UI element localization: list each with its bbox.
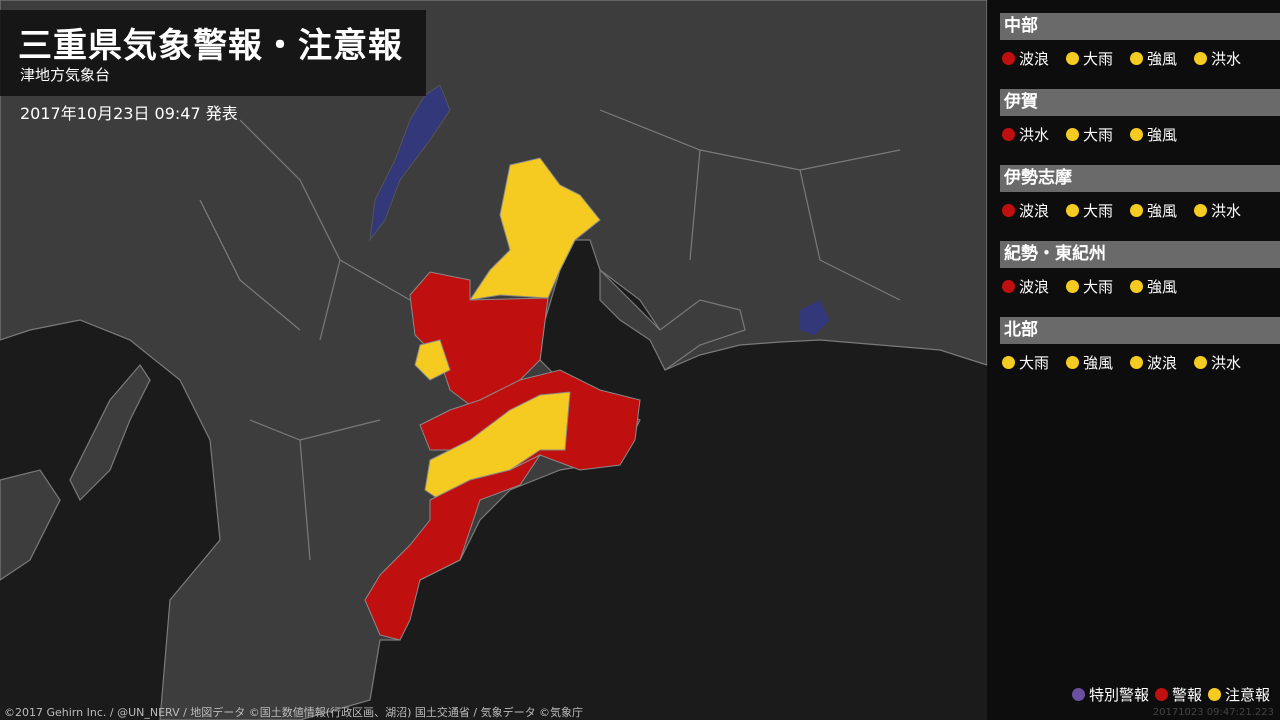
warning-label: 波浪 [1147,353,1178,372]
warning-dot-icon [1154,688,1168,701]
warning-item: 強風 [1130,200,1194,221]
advisory-dot-icon [1130,355,1143,369]
area-warning-panel: 中部 波浪 大雨 強風 洪水 伊賀 洪水 大雨 強風 伊勢志摩 波浪 大雨 強風 洪水 紀勢・東紀州 波浪 大雨… [987,0,1280,720]
area-name: 伊勢志摩 [1000,165,1280,192]
lake-biwa [369,84,451,242]
lake-hamana [800,300,830,335]
region-hokubu [468,157,601,301]
advisory-dot-icon [1066,51,1079,65]
area-name: 中部 [1000,13,1280,40]
area-block: 北部大雨 強風 波浪 洪水 [1000,317,1280,380]
warning-list: 大雨 強風 波浪 洪水 [1000,344,1280,380]
warning-list: 波浪 大雨 強風 [1000,268,1280,304]
legend-item: 警報 [1154,684,1202,705]
advisory-dot-icon [1130,127,1143,141]
warning-label: 強風 [1147,277,1178,296]
warning-item: 洪水 [1002,124,1066,145]
warning-label: 大雨 [1083,201,1114,220]
legend-label: 注意報 [1224,686,1270,704]
legend-item: 特別警報 [1071,684,1149,705]
warning-item: 洪水 [1194,200,1258,221]
office-name: 津地方気象台 [20,66,111,84]
advisory-dot-icon [1130,203,1143,217]
warning-dot-icon [1002,279,1015,293]
warning-label: 強風 [1147,125,1178,144]
region-iga [414,339,451,381]
area-block: 紀勢・東紀州波浪 大雨 強風 [1000,241,1280,304]
land-awaji [69,364,151,502]
area-name: 北部 [1000,317,1280,344]
issued-time: 2017年10月23日 09:47 発表 [20,104,238,123]
page-title: 三重県気象警報・注意報 [18,26,403,66]
area-block: 伊賀洪水 大雨 強風 [1000,89,1280,152]
warning-list: 波浪 大雨 強風 洪水 [1000,192,1280,228]
warning-item: 強風 [1130,124,1194,145]
warning-label: 波浪 [1019,277,1050,296]
warning-item: 大雨 [1066,200,1130,221]
warning-item: 波浪 [1002,276,1066,297]
legend: 特別警報 警報 注意報 [1066,684,1270,705]
warning-label: 洪水 [1019,125,1050,144]
advisory-dot-icon [1002,355,1015,369]
warning-item: 洪水 [1194,352,1258,373]
warning-label: 洪水 [1211,201,1242,220]
legend-label: 警報 [1171,686,1202,704]
warning-item: 大雨 [1066,124,1130,145]
advisory-dot-icon [1194,355,1207,369]
warning-item: 強風 [1066,352,1130,373]
area-name: 紀勢・東紀州 [1000,241,1280,268]
warning-item: 大雨 [1002,352,1066,373]
advisory-dot-icon [1194,203,1207,217]
advisory-dot-icon [1130,279,1143,293]
area-block: 伊勢志摩波浪 大雨 強風 洪水 [1000,165,1280,228]
area-block: 中部波浪 大雨 強風 洪水 [1000,13,1280,76]
warning-item: 大雨 [1066,48,1130,69]
warning-label: 大雨 [1083,49,1114,68]
warning-label: 大雨 [1083,125,1114,144]
advisory-dot-icon [1066,355,1079,369]
warning-label: 大雨 [1019,353,1050,372]
legend-label: 特別警報 [1088,686,1149,704]
land-shikoku [0,469,61,581]
warning-item: 波浪 [1002,200,1066,221]
warning-label: 洪水 [1211,49,1242,68]
warning-label: 強風 [1147,49,1178,68]
advisory-dot-icon [1066,127,1079,141]
advisory-dot-icon [1207,688,1221,701]
warning-item: 強風 [1130,48,1194,69]
timestamp: 20171023 09:47:21.223 [1152,707,1274,718]
credit-text: ©2017 Gehirn Inc. / @UN_NERV / 地図データ ©国土… [4,706,584,719]
warning-list: 洪水 大雨 強風 [1000,116,1280,152]
warning-label: 強風 [1083,353,1114,372]
advisory-dot-icon [1130,51,1143,65]
warning-dot-icon [1002,127,1015,141]
warning-item: 波浪 [1002,48,1066,69]
warning-item: 波浪 [1130,352,1194,373]
warning-item: 大雨 [1066,276,1130,297]
warning-label: 波浪 [1019,201,1050,220]
region-kisei [364,453,542,641]
warning-label: 洪水 [1211,353,1242,372]
title-banner [0,10,426,96]
warning-dot-icon [1002,51,1015,65]
warning-label: 強風 [1147,201,1178,220]
special-dot-icon [1071,688,1085,701]
warning-label: 大雨 [1083,277,1114,296]
advisory-dot-icon [1194,51,1207,65]
warning-item: 強風 [1130,276,1194,297]
advisory-dot-icon [1066,203,1079,217]
land-chita [599,268,746,371]
warning-dot-icon [1002,203,1015,217]
warning-item: 洪水 [1194,48,1258,69]
advisory-dot-icon [1066,279,1079,293]
area-name: 伊賀 [1000,89,1280,116]
legend-item: 注意報 [1207,684,1270,705]
warning-label: 波浪 [1019,49,1050,68]
warning-list: 波浪 大雨 強風 洪水 [1000,40,1280,76]
